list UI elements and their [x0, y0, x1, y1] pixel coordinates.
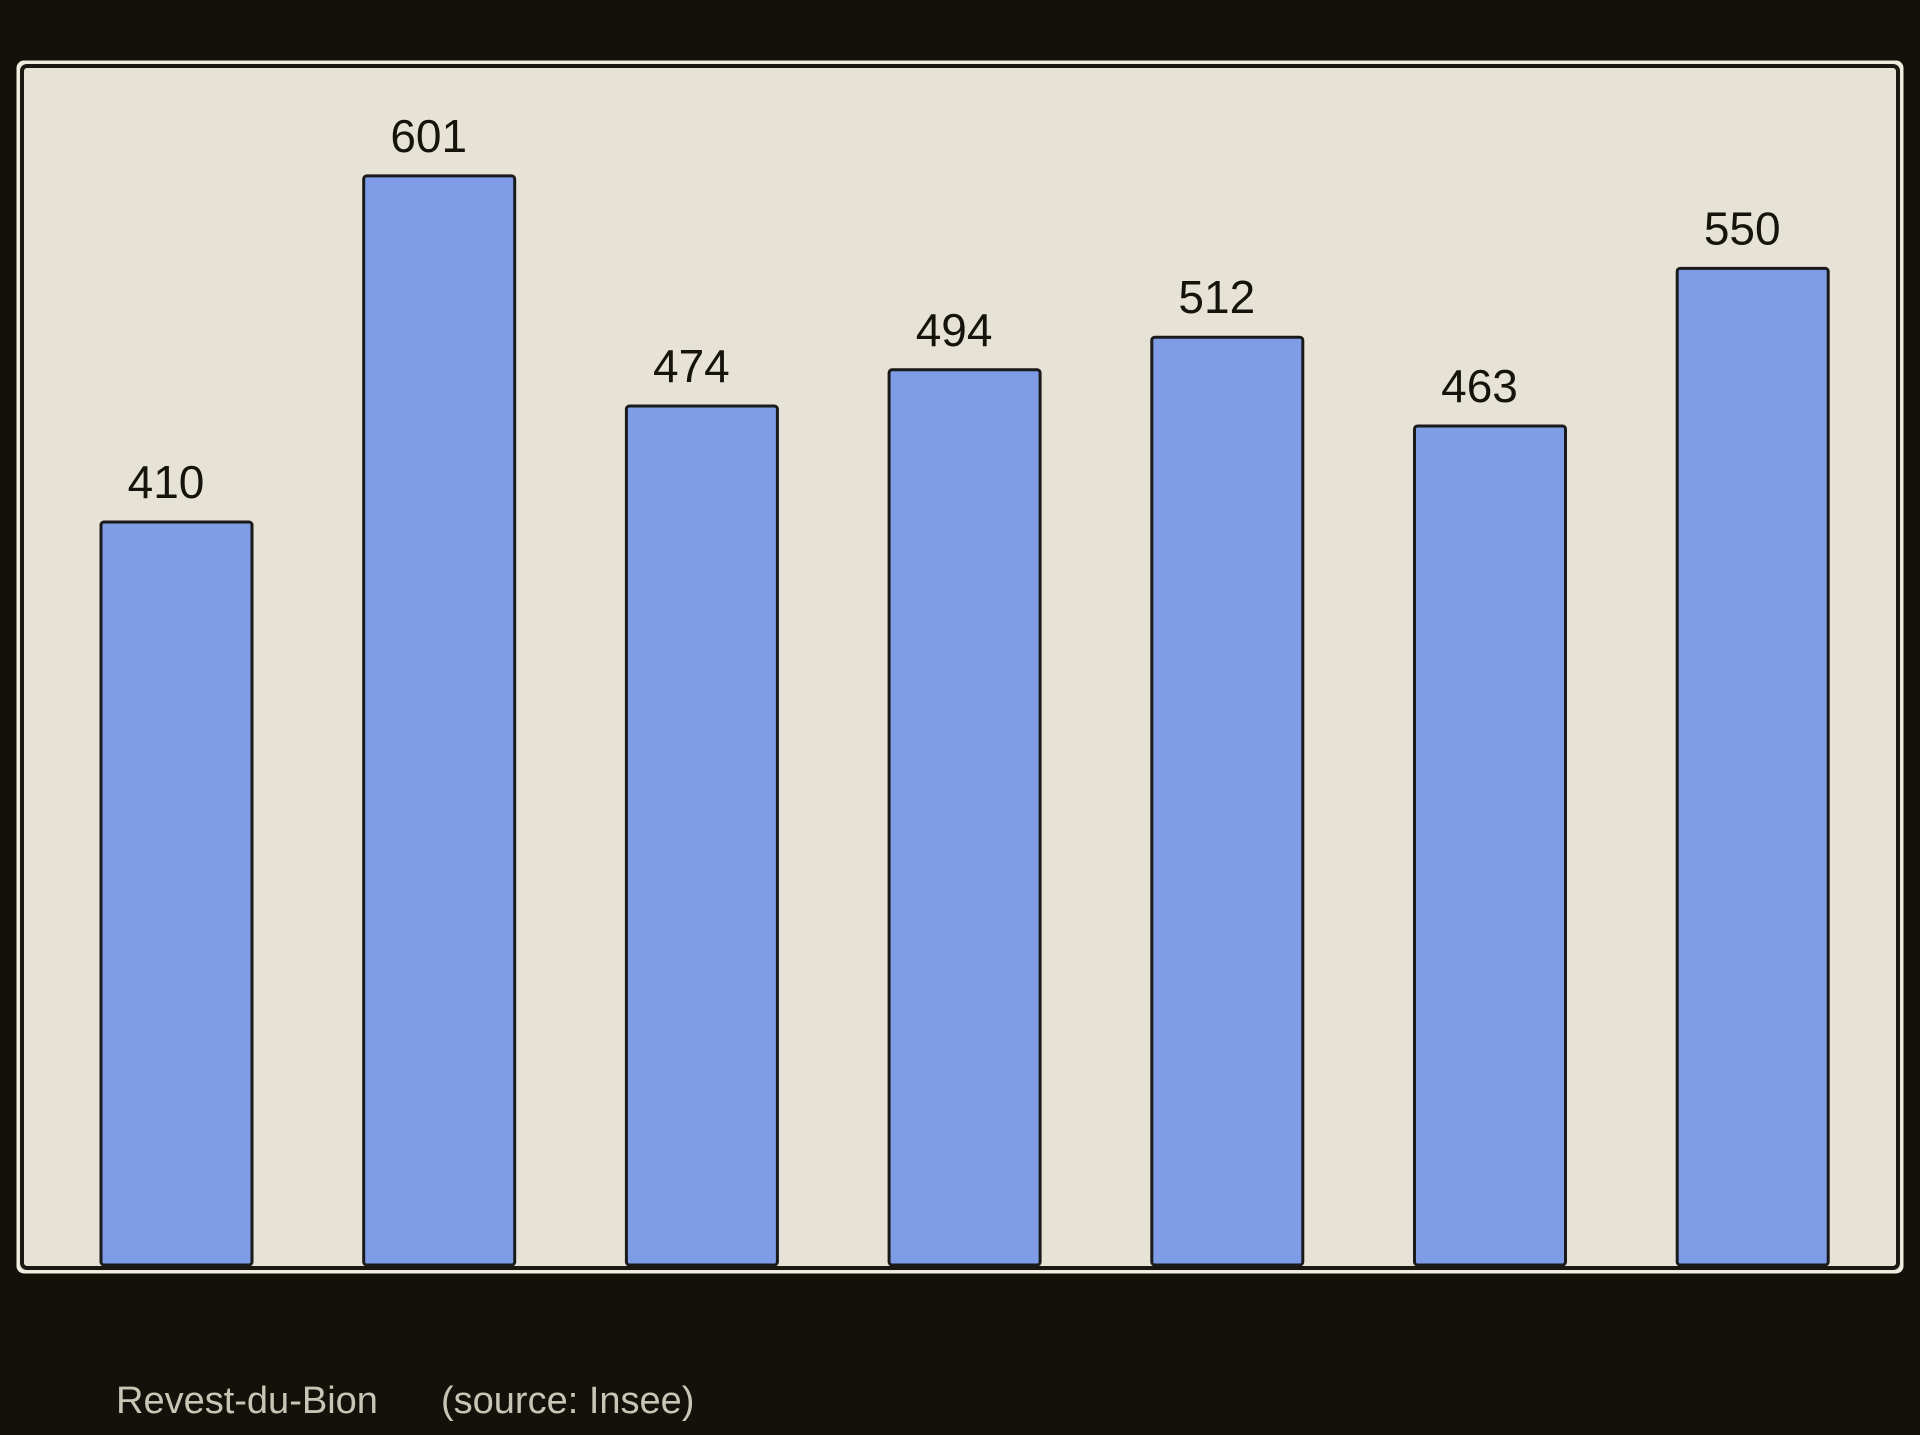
- value-label: 494: [916, 304, 993, 356]
- bar: [99, 520, 254, 1267]
- value-label: 410: [128, 456, 205, 508]
- value-label: 463: [1441, 360, 1518, 412]
- plot-frame: [20, 64, 1900, 1270]
- chart-title: Revest-du-Bion: [116, 1380, 378, 1422]
- bar: [1150, 335, 1305, 1267]
- bar: [362, 174, 517, 1267]
- bar: [1675, 266, 1830, 1267]
- value-label: 601: [390, 110, 467, 162]
- bar: [1413, 424, 1567, 1267]
- value-label: 474: [653, 340, 730, 392]
- value-label: 550: [1704, 202, 1781, 254]
- bar: [887, 368, 1042, 1267]
- chart-source: (source: Insee): [441, 1380, 694, 1422]
- value-label: 512: [1178, 271, 1255, 323]
- bar: [624, 404, 779, 1267]
